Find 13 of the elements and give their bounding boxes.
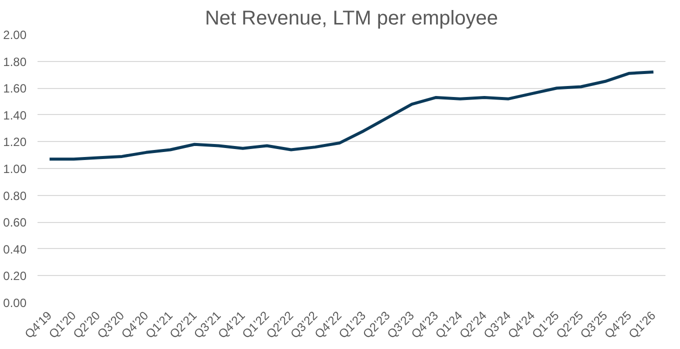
y-tick-label: 1.80 bbox=[3, 54, 27, 69]
y-tick-label: 0.80 bbox=[3, 188, 27, 203]
y-tick-label: 0.00 bbox=[3, 296, 27, 310]
y-tick-label: 1.60 bbox=[3, 82, 27, 96]
y-tick-label: 1.40 bbox=[3, 108, 27, 122]
y-tick-label: 1.00 bbox=[3, 162, 27, 176]
y-tick-label: 0.40 bbox=[3, 242, 27, 256]
y-tick-label: 1.20 bbox=[3, 135, 27, 150]
chart-title: Net Revenue, LTM per employee bbox=[204, 8, 498, 30]
y-tick-label: 2.00 bbox=[3, 28, 27, 42]
y-tick-label: 0.20 bbox=[3, 269, 27, 284]
y-tick-label: 0.60 bbox=[3, 216, 27, 230]
line-series bbox=[48, 70, 655, 161]
